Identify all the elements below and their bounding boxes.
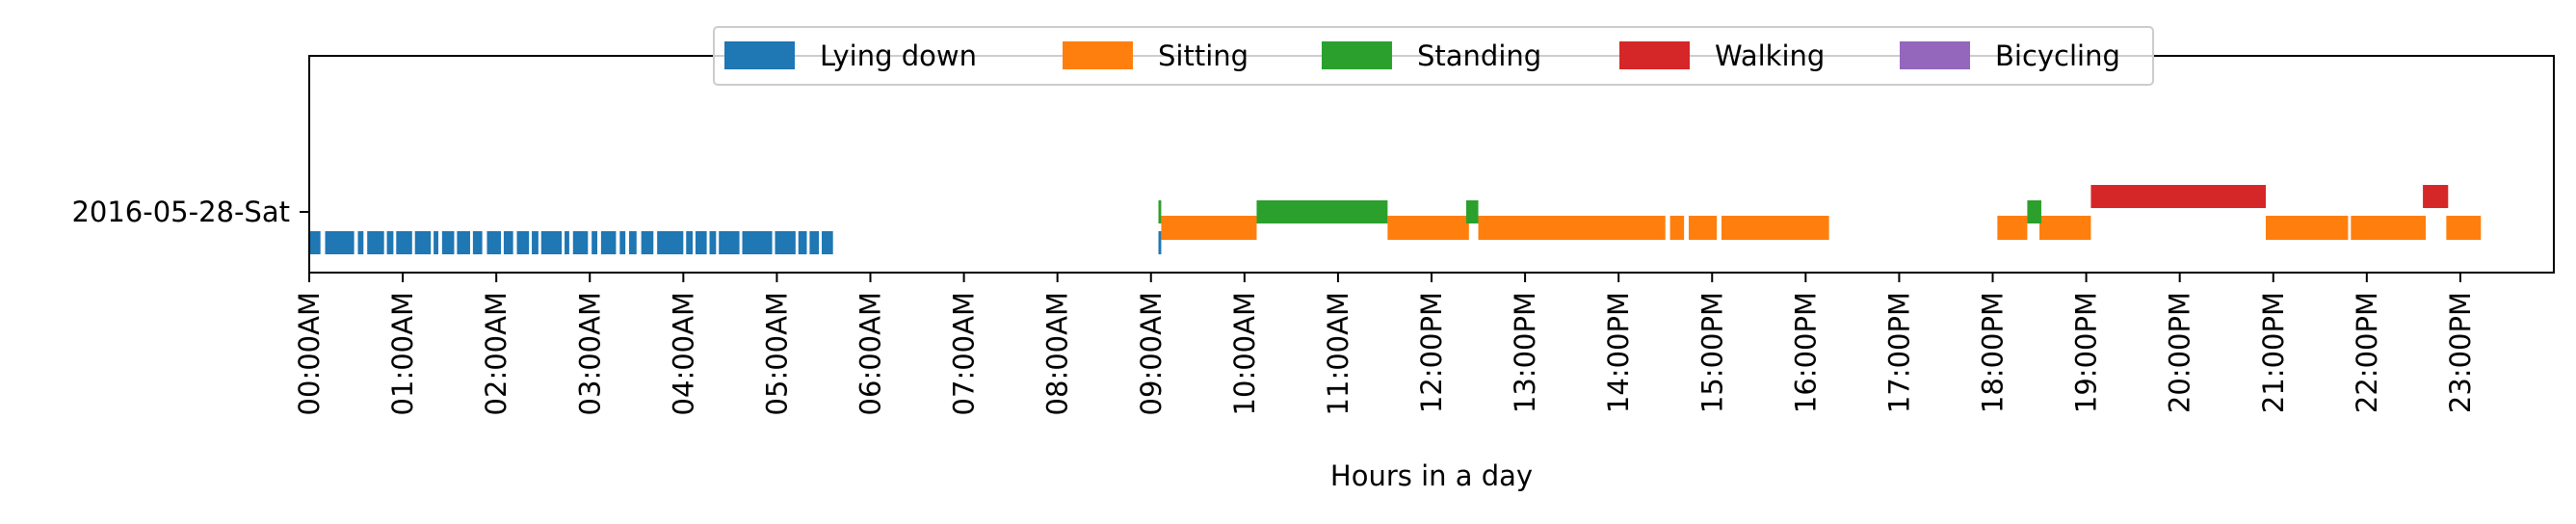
activity-segment-lying-down-9 [457, 231, 470, 254]
activity-segment-lying-down-15 [540, 231, 563, 254]
activity-segment-lying-down-24 [686, 231, 694, 254]
activity-segment-lying-down-4 [386, 231, 394, 254]
activity-segment-sitting-5 [1721, 216, 1829, 240]
x-tick-label: 21:00PM [2257, 292, 2290, 413]
activity-segment-sitting-1 [1387, 216, 1469, 240]
legend-swatch-walking [1619, 41, 1690, 69]
legend-label-walking: Walking [1715, 39, 1825, 72]
activity-segment-lying-down-2 [357, 231, 364, 254]
x-tick-label: 06:00AM [854, 292, 887, 415]
activity-segment-walking-0 [2090, 185, 2266, 208]
activity-segment-lying-down-13 [516, 231, 530, 254]
x-tick-label: 09:00AM [1135, 292, 1168, 415]
activity-segment-lying-down-12 [503, 231, 513, 254]
activity-segment-lying-down-6 [414, 231, 432, 254]
x-tick-label: 14:00PM [1602, 292, 1635, 413]
activity-segment-lying-down-23 [657, 231, 684, 254]
y-axis: 2016-05-28-Sat [71, 196, 309, 228]
activity-segment-lying-down-22 [641, 231, 654, 254]
activity-segment-lying-down-33 [1158, 231, 1162, 254]
y-tick-label: 2016-05-28-Sat [71, 196, 290, 228]
activity-segment-lying-down-20 [619, 231, 626, 254]
activity-segment-lying-down-5 [396, 231, 412, 254]
x-tick-label: 20:00PM [2164, 292, 2196, 413]
activity-segment-lying-down-14 [532, 231, 539, 254]
x-tick-label: 00:00AM [293, 292, 326, 415]
legend-swatch-standing [1322, 41, 1392, 69]
x-tick-label: 19:00PM [2070, 292, 2103, 413]
x-tick-label: 07:00AM [948, 292, 981, 415]
activity-segment-standing-0 [1158, 200, 1162, 223]
activity-segment-sitting-8 [2265, 216, 2349, 240]
x-tick-label: 03:00AM [573, 292, 606, 415]
activity-segment-lying-down-21 [629, 231, 637, 254]
activity-segment-lying-down-7 [434, 231, 438, 254]
x-tick-label: 16:00PM [1789, 292, 1822, 413]
activity-segment-sitting-9 [2351, 216, 2426, 240]
activity-segment-sitting-3 [1669, 216, 1685, 240]
activity-segment-sitting-6 [1997, 216, 2028, 240]
activity-segment-lying-down-28 [742, 231, 773, 254]
activity-segment-lying-down-11 [486, 231, 502, 254]
activity-segment-lying-down-18 [591, 231, 598, 254]
legend: Lying down Sitting Standing Walking Bicyclin… [713, 26, 2154, 86]
legend-swatch-lying-down [724, 41, 795, 69]
x-tick-label: 02:00AM [480, 292, 513, 415]
x-tick-label: 04:00AM [667, 292, 699, 415]
x-tick-label: 08:00AM [1041, 292, 1074, 415]
legend-swatch-bicycling [1900, 41, 1970, 69]
activity-segment-lying-down-30 [798, 231, 807, 254]
activity-segment-lying-down-29 [775, 231, 796, 254]
x-axis-label: Hours in a day [1330, 459, 1533, 492]
legend-label-sitting: Sitting [1158, 39, 1249, 72]
activity-segment-lying-down-31 [809, 231, 820, 254]
legend-label-standing: Standing [1417, 39, 1541, 72]
activity-segment-lying-down-8 [441, 231, 455, 254]
activity-segment-sitting-2 [1478, 216, 1666, 240]
activity-segment-walking-1 [2423, 185, 2449, 208]
activity-segment-lying-down-32 [822, 231, 833, 254]
x-tick-label: 13:00PM [1509, 292, 1541, 413]
x-tick-label: 10:00AM [1228, 292, 1261, 415]
x-tick-label: 17:00PM [1882, 292, 1915, 413]
x-tick-label: 22:00PM [2351, 292, 2383, 413]
x-tick-label: 05:00AM [760, 292, 793, 415]
legend-label-bicycling: Bicycling [1995, 39, 2120, 72]
activity-segment-lying-down-3 [367, 231, 384, 254]
activity-segment-lying-down-27 [719, 231, 740, 254]
legend-swatch-sitting [1063, 41, 1133, 69]
activity-segment-sitting-4 [1688, 216, 1718, 240]
x-tick-label: 12:00PM [1415, 292, 1448, 413]
x-tick-label: 23:00PM [2444, 292, 2477, 413]
activity-segment-lying-down-25 [695, 231, 707, 254]
x-axis: 00:00AM 01:00AM 02:00AM 03:00AM 04:00AM 05:00… [293, 273, 2477, 415]
activity-segment-standing-1 [1256, 200, 1388, 223]
activity-segment-lying-down-19 [600, 231, 617, 254]
activity-segment-lying-down-10 [472, 231, 483, 254]
x-tick-label: 15:00PM [1695, 292, 1728, 413]
activity-segment-lying-down-17 [572, 231, 589, 254]
activity-segment-sitting-10 [2446, 216, 2482, 240]
activity-segment-sitting-0 [1161, 216, 1257, 240]
activity-segment-lying-down-0 [309, 231, 321, 254]
activity-segment-lying-down-26 [709, 231, 717, 254]
x-tick-label: 01:00AM [386, 292, 419, 415]
activity-segment-sitting-7 [2039, 216, 2091, 240]
bars-layer [309, 185, 2482, 254]
activity-segment-lying-down-16 [565, 231, 569, 254]
legend-label-lying-down: Lying down [820, 39, 977, 72]
activity-segment-standing-2 [1465, 200, 1479, 223]
x-tick-label: 11:00AM [1322, 292, 1354, 415]
activity-segment-standing-3 [2027, 200, 2041, 223]
x-tick-label: 18:00PM [1977, 292, 2010, 413]
activity-segment-lying-down-1 [325, 231, 355, 254]
